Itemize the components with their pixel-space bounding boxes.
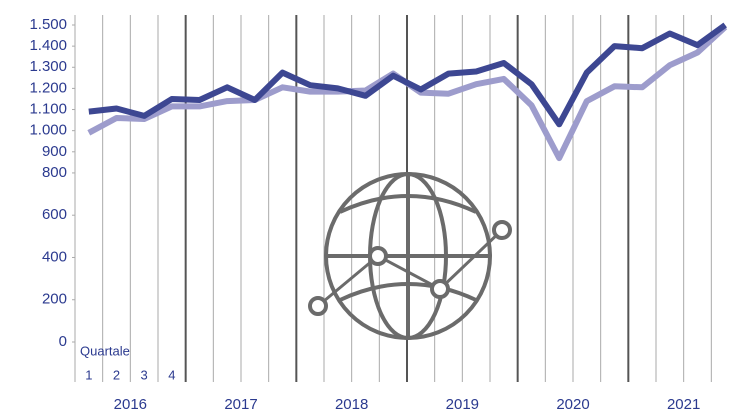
quarter-label: 2 bbox=[113, 367, 120, 382]
y-tick-label: 800 bbox=[42, 164, 67, 181]
x-tick-label: 2019 bbox=[446, 396, 479, 412]
y-tick-label: 200 bbox=[42, 291, 67, 308]
x-tick-label: 2021 bbox=[667, 396, 700, 412]
y-tick-label: 1.400 bbox=[29, 37, 67, 54]
quarter-label: 3 bbox=[141, 367, 148, 382]
x-tick-label: 2017 bbox=[224, 396, 257, 412]
series-line bbox=[88, 22, 727, 128]
x-tick-label: 2018 bbox=[335, 396, 368, 412]
quarter-axis-label: Quartale bbox=[80, 343, 130, 358]
x-tick-label: 2016 bbox=[114, 396, 147, 412]
y-tick-label: 1.500 bbox=[29, 16, 67, 33]
y-tick-label: 400 bbox=[42, 248, 67, 265]
quarter-label: 1 bbox=[85, 367, 92, 382]
y-tick-label: 1.000 bbox=[29, 122, 67, 139]
y-tick-label: 1.300 bbox=[29, 58, 67, 75]
x-tick-label: 2020 bbox=[556, 396, 589, 412]
y-tick-label: 900 bbox=[42, 143, 67, 160]
quarter-label: 4 bbox=[168, 367, 175, 382]
y-tick-label: 1.100 bbox=[29, 101, 67, 118]
y-tick-label: 0 bbox=[59, 333, 67, 350]
y-tick-label: 1.200 bbox=[29, 79, 67, 96]
y-tick-label: 600 bbox=[42, 206, 67, 223]
globe-icon bbox=[308, 172, 512, 340]
